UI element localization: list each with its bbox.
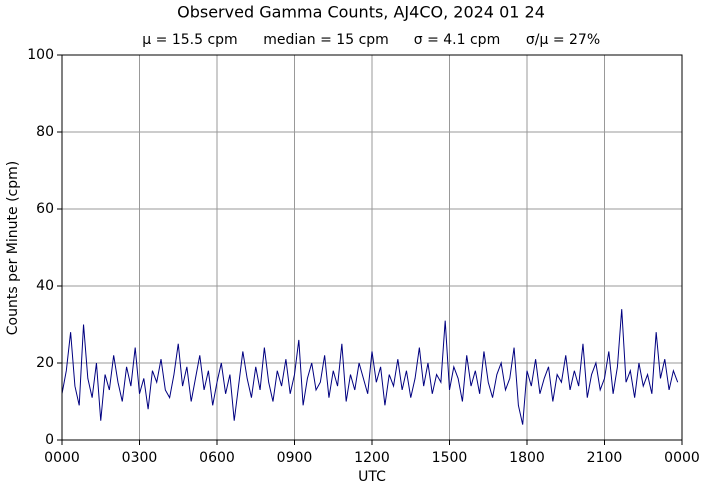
x-tick-label: 0900 [277,450,313,466]
x-tick-label: 2100 [587,450,623,466]
stat-label: σ/μ = 27% [526,32,600,48]
chart-title: Observed Gamma Counts, AJ4CO, 2024 01 24 [177,3,545,22]
y-tick-label: 80 [36,124,54,140]
x-tick-label: 0000 [664,450,700,466]
x-tick-label: 1200 [354,450,390,466]
data-line [61,309,679,425]
x-tick-label: 1800 [509,450,545,466]
x-tick-label: 0300 [122,450,158,466]
y-axis-label: Counts per Minute (cpm) [5,161,21,335]
plot-frame [61,54,683,441]
x-axis-label: UTC [358,469,386,485]
x-tick-label: 0000 [44,450,80,466]
y-tick-label: 20 [36,355,54,371]
x-tick-label: 0600 [199,450,235,466]
y-tick-label: 60 [36,201,54,217]
y-tick-label: 0 [45,432,54,448]
y-tick-label: 100 [27,47,54,63]
stat-label: μ = 15.5 cpm [142,32,237,48]
x-tick-label: 1500 [432,450,468,466]
stat-label: median = 15 cpm [263,32,389,48]
stat-label: σ = 4.1 cpm [414,32,500,48]
y-tick-label: 40 [36,278,54,294]
